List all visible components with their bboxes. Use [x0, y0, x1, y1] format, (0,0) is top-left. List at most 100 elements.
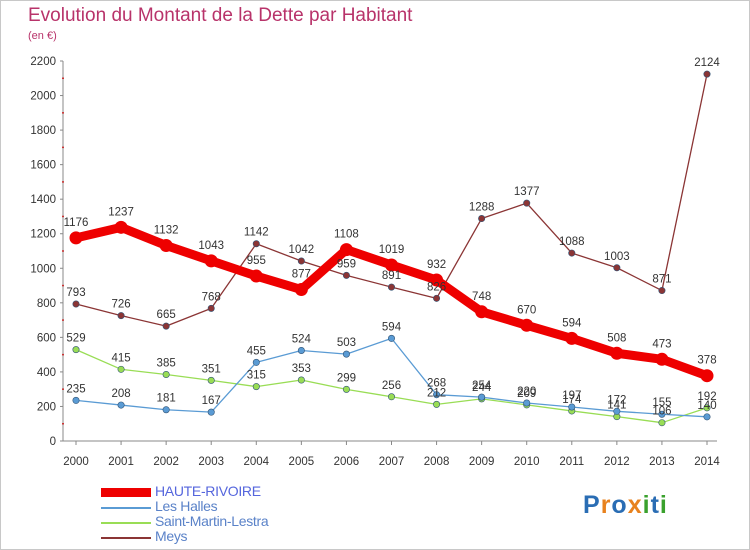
series-point-3 — [613, 264, 621, 272]
series-point-0 — [565, 331, 579, 345]
series-point-0 — [249, 269, 263, 283]
legend-swatch — [101, 507, 151, 509]
data-label-1: 140 — [697, 400, 716, 412]
data-label-1: 455 — [247, 345, 266, 357]
legend-label: Saint-Martin-Lestra — [155, 513, 269, 529]
series-point-1 — [72, 396, 80, 404]
series-point-0 — [294, 283, 308, 297]
series-point-0 — [520, 318, 534, 332]
series-point-2 — [72, 346, 80, 354]
series-point-0 — [610, 346, 624, 360]
legend-swatch — [101, 537, 151, 539]
y-tick-label: 800 — [37, 298, 56, 310]
data-label-0: 1019 — [379, 244, 405, 256]
series-layer — [69, 70, 714, 427]
series-point-2 — [207, 376, 215, 384]
data-label-0: 508 — [607, 332, 626, 344]
series-point-0 — [159, 238, 173, 252]
data-label-2: 212 — [427, 387, 446, 399]
data-label-2: 385 — [157, 358, 176, 370]
data-label-1: 197 — [562, 390, 581, 402]
data-label-2: 256 — [382, 380, 401, 392]
data-label-2: 299 — [337, 372, 356, 384]
series-point-3 — [568, 249, 576, 257]
data-label-3: 959 — [337, 258, 356, 270]
series-point-2 — [658, 419, 666, 427]
data-label-1: 181 — [157, 393, 176, 405]
data-label-3: 871 — [652, 274, 671, 286]
series-point-1 — [568, 403, 576, 411]
x-tick-label: 2014 — [694, 456, 720, 468]
data-label-3: 1142 — [244, 227, 269, 239]
series-point-2 — [162, 370, 170, 378]
series-point-0 — [655, 352, 669, 366]
series-point-3 — [478, 215, 486, 223]
data-label-0: 748 — [472, 291, 491, 303]
x-tick-label: 2010 — [514, 456, 540, 468]
legend-label: HAUTE-RIVOIRE — [155, 483, 261, 499]
data-labels-layer: 1176 1237 1132 1043 955 877 1108 1019 932 748 670 5… — [64, 57, 721, 418]
data-label-3: 1042 — [289, 244, 315, 256]
data-label-1: 172 — [607, 394, 626, 406]
data-label-0: 932 — [427, 259, 446, 271]
data-label-0: 1237 — [108, 206, 134, 218]
data-label-3: 1003 — [604, 251, 630, 263]
data-label-2: 351 — [202, 363, 221, 375]
series-point-2 — [297, 376, 305, 384]
series-point-2 — [387, 393, 395, 401]
legend-swatch — [101, 522, 151, 524]
series-point-3 — [117, 312, 125, 320]
data-label-3: 1088 — [559, 236, 585, 248]
y-tick-label: 0 — [50, 436, 56, 448]
data-label-1: 268 — [427, 378, 446, 390]
series-point-2 — [703, 404, 711, 412]
data-label-1: 594 — [382, 321, 402, 333]
series-point-2 — [252, 383, 260, 391]
series-point-1 — [207, 408, 215, 416]
data-label-3: 891 — [382, 270, 401, 282]
series-point-2 — [342, 385, 350, 393]
series-point-0 — [69, 231, 83, 245]
series-point-0 — [204, 254, 218, 268]
data-label-2: 415 — [111, 352, 130, 364]
series-point-3 — [387, 283, 395, 291]
series-point-1 — [342, 350, 350, 358]
series-point-3 — [72, 300, 80, 308]
x-tick-label: 2003 — [198, 456, 224, 468]
series-point-1 — [252, 358, 260, 366]
series-point-1 — [703, 413, 711, 421]
series-point-1 — [613, 407, 621, 415]
data-label-0: 1108 — [334, 229, 359, 241]
series-point-3 — [297, 257, 305, 265]
x-tick-label: 2007 — [379, 456, 405, 468]
chart-unit: (en €) — [28, 30, 57, 42]
series-point-3 — [433, 294, 441, 302]
series-point-0 — [430, 273, 444, 287]
logo-letter: i — [642, 491, 651, 519]
series-point-3 — [342, 271, 350, 279]
data-label-0: 955 — [247, 255, 266, 267]
series-point-1 — [523, 399, 531, 407]
x-tick-label: 2005 — [289, 456, 315, 468]
data-label-3: 793 — [66, 287, 85, 299]
logo-letter: x — [627, 491, 643, 519]
data-label-1: 155 — [652, 397, 671, 409]
data-label-2: 244 — [472, 382, 492, 394]
series-point-1 — [297, 346, 305, 354]
data-label-3: 1377 — [514, 186, 540, 198]
x-tick-label: 2013 — [649, 456, 675, 468]
series-point-1 — [478, 393, 486, 401]
data-label-3: 768 — [202, 291, 221, 303]
x-tick-label: 2000 — [63, 456, 89, 468]
x-tick-label: 2011 — [559, 456, 584, 468]
series-point-3 — [658, 287, 666, 295]
y-tick-label: 1400 — [30, 194, 56, 206]
series-point-2 — [433, 400, 441, 408]
y-tick-label: 600 — [37, 332, 56, 344]
chart-axes: 0 200 400 600 800 1000 1200 1400 1600 1800 2000 220… — [30, 56, 720, 468]
x-tick-label: 2004 — [243, 456, 269, 468]
x-tick-label: 2001 — [108, 456, 134, 468]
data-label-3: 826 — [427, 281, 446, 293]
